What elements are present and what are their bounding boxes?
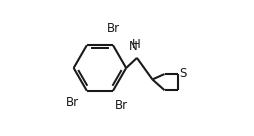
Text: N: N <box>129 40 137 52</box>
Text: H: H <box>131 38 140 50</box>
Text: Br: Br <box>66 96 79 109</box>
Text: Br: Br <box>107 22 120 35</box>
Text: Br: Br <box>114 99 127 112</box>
Text: S: S <box>179 67 186 80</box>
